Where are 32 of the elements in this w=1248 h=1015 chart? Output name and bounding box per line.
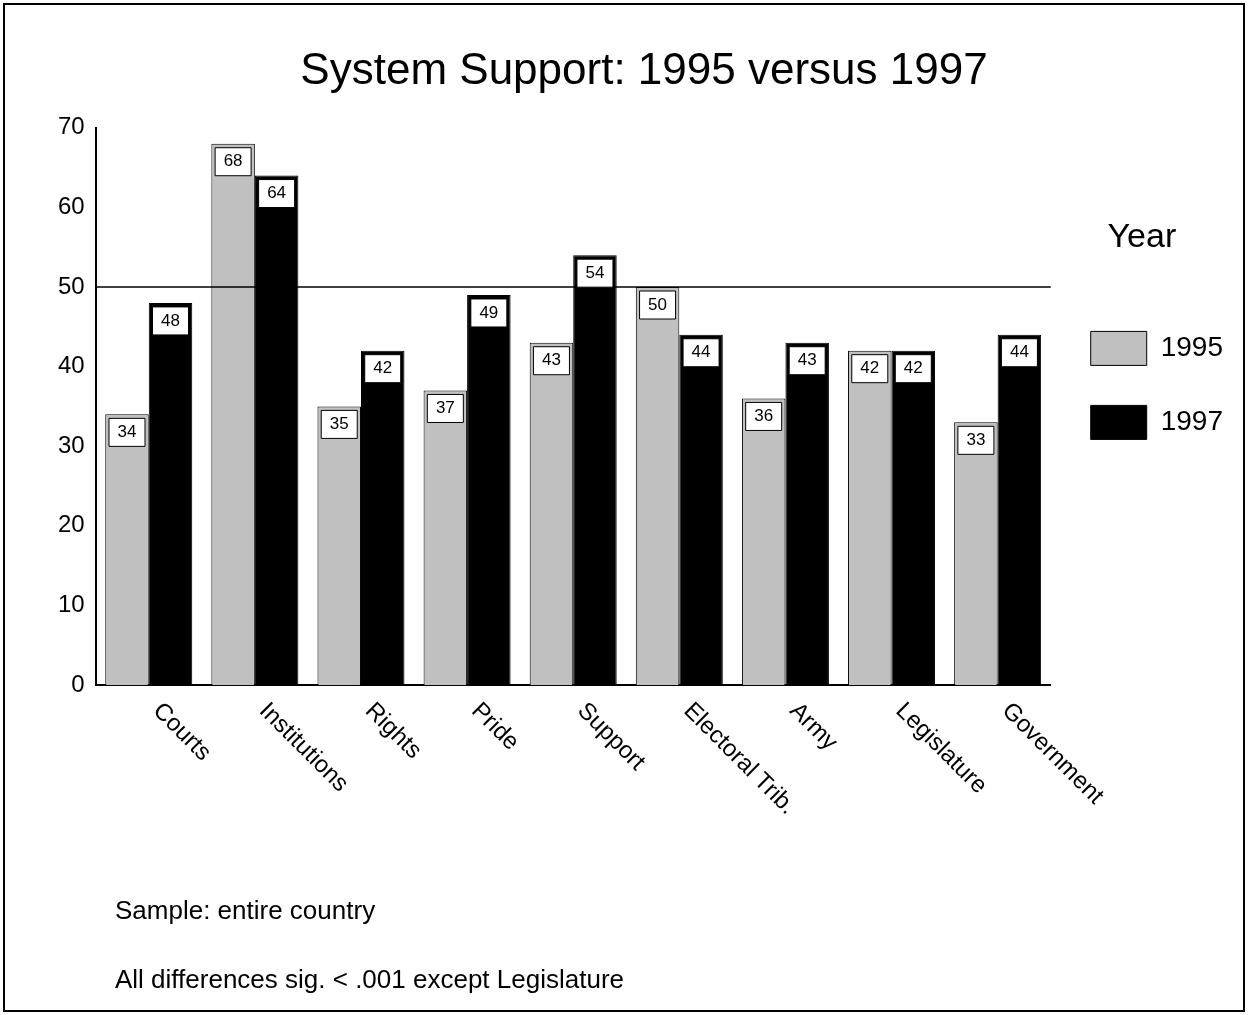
data-label: 43 — [541, 350, 561, 370]
y-tick-label: 40 — [57, 351, 85, 379]
data-label: 49 — [479, 302, 499, 322]
y-tick-label: 60 — [57, 192, 85, 220]
legend-title: Year — [1107, 215, 1177, 254]
legend-label: 1995 — [1160, 331, 1224, 363]
data-label: 34 — [117, 422, 137, 442]
data-label: 68 — [223, 151, 243, 171]
data-label: 48 — [161, 310, 180, 330]
legend-label: 1997 — [1160, 405, 1224, 437]
data-label: 54 — [585, 262, 605, 282]
y-tick-label: 10 — [57, 590, 85, 618]
data-label: 44 — [691, 342, 711, 362]
data-label: 42 — [373, 358, 393, 378]
data-label: 36 — [754, 406, 774, 426]
y-tick-label: 20 — [57, 510, 85, 538]
text: Sample: entire country — [115, 895, 377, 926]
data-label: 64 — [267, 183, 287, 203]
chart-title: System Support: 1995 versus 1997 — [300, 43, 988, 93]
y-tick-label: 0 — [71, 669, 85, 697]
data-label: 50 — [648, 294, 668, 314]
data-label: 37 — [435, 398, 455, 418]
data-label: 43 — [797, 350, 817, 370]
y-tick-label: 30 — [57, 430, 85, 458]
data-label: 44 — [1009, 342, 1029, 362]
data-label: 42 — [860, 358, 880, 378]
data-label: 33 — [966, 430, 986, 450]
y-tick-label: 70 — [57, 112, 85, 140]
y-tick-label: 50 — [57, 271, 85, 299]
data-label: 35 — [329, 414, 349, 434]
text: All differences sig. < .001 except Legislature — [115, 964, 624, 995]
data-label: 42 — [903, 358, 923, 378]
